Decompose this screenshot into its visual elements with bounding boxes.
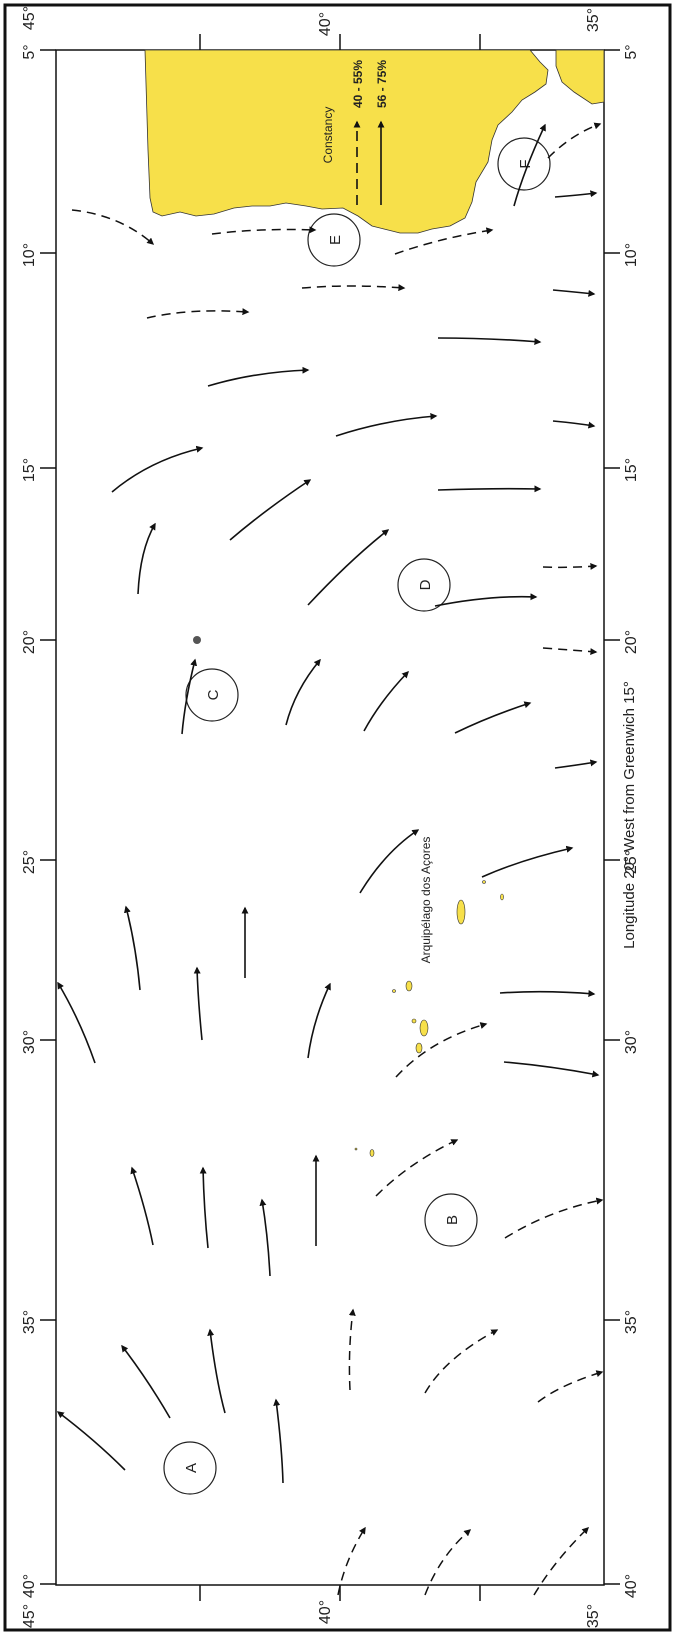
- lon-label-top-40: 40°: [21, 1574, 38, 1598]
- lon-label-bottom-20: 20°: [623, 630, 640, 654]
- lon-label-bottom-25: 25°: [623, 850, 640, 874]
- region-c-label: C: [205, 689, 222, 700]
- lon-label-bottom-15: 15°: [623, 458, 640, 482]
- lon-label-bottom-35: 35°: [623, 1310, 640, 1334]
- lon-label-top-5: 5°: [21, 44, 38, 59]
- lat-label-bottom-40: 40°: [317, 1600, 334, 1624]
- solid-wind-arrows: [56, 123, 600, 1484]
- region-markers: A B C D E F: [163, 137, 551, 1495]
- lon-label-bottom-40: 40°: [623, 1574, 640, 1598]
- region-e-label: E: [327, 235, 344, 245]
- lon-label-bottom-10: 10°: [623, 243, 640, 267]
- region-f: F: [497, 137, 551, 191]
- region-b-label: B: [444, 1215, 461, 1225]
- lat-labels: 45° 35° 45° 35° 40° 40°: [21, 6, 602, 1628]
- land-iberia: [144, 49, 549, 234]
- lon-label-bottom-30: 30°: [623, 1030, 640, 1054]
- region-d-label: D: [417, 579, 434, 590]
- lat-label-top-40: 40°: [317, 12, 334, 36]
- region-e: E: [307, 213, 361, 267]
- lat-label-corner-top-left: 45°: [21, 6, 38, 30]
- lon-label-top-25: 25°: [21, 850, 38, 874]
- lon-labels-bottom: 5° 10° 15° 20° 25° 30° 35° 40°: [623, 44, 640, 1598]
- tick-marks: [40, 34, 620, 1601]
- region-a-label: A: [183, 1463, 200, 1473]
- legend-solid-label: 56 - 75%: [375, 60, 389, 108]
- region-b: B: [424, 1193, 478, 1247]
- lon-label-top-15: 15°: [21, 458, 38, 482]
- legend-title: Constancy: [321, 107, 335, 164]
- lon-label-top-35: 35°: [21, 1310, 38, 1334]
- azores-islands: [354, 880, 504, 1157]
- lon-label-top-20: 20°: [21, 630, 38, 654]
- x-axis-title: Longitude 20° West from Greenwich 15°: [621, 681, 638, 949]
- region-f-label: F: [517, 159, 534, 168]
- lon-label-bottom-5: 5°: [623, 44, 640, 59]
- region-d: D: [397, 558, 451, 612]
- lat-label-corner-bottom-left: 45°: [21, 1604, 38, 1628]
- region-a: A: [163, 1441, 217, 1495]
- lon-label-top-30: 30°: [21, 1030, 38, 1054]
- lat-label-corner-top-right: 35°: [585, 8, 602, 32]
- map-border: [55, 49, 605, 1586]
- lon-labels-top: 5° 10° 15° 20° 25° 30° 35° 40°: [21, 44, 38, 1598]
- region-c: C: [185, 668, 239, 722]
- lat-label-corner-bottom-right: 35°: [585, 1604, 602, 1628]
- dashed-wind-arrows: [71, 122, 604, 1596]
- legend-dashed-label: 40 - 55%: [351, 60, 365, 108]
- outer-frame: [3, 3, 672, 1632]
- small-island-dot: [193, 636, 201, 644]
- legend: Constancy 40 - 55% 56 - 75%: [321, 60, 389, 205]
- archipelago-label: Arquipélago dos Açores: [419, 837, 433, 964]
- lon-label-top-10: 10°: [21, 243, 38, 267]
- land-africa: [555, 49, 605, 105]
